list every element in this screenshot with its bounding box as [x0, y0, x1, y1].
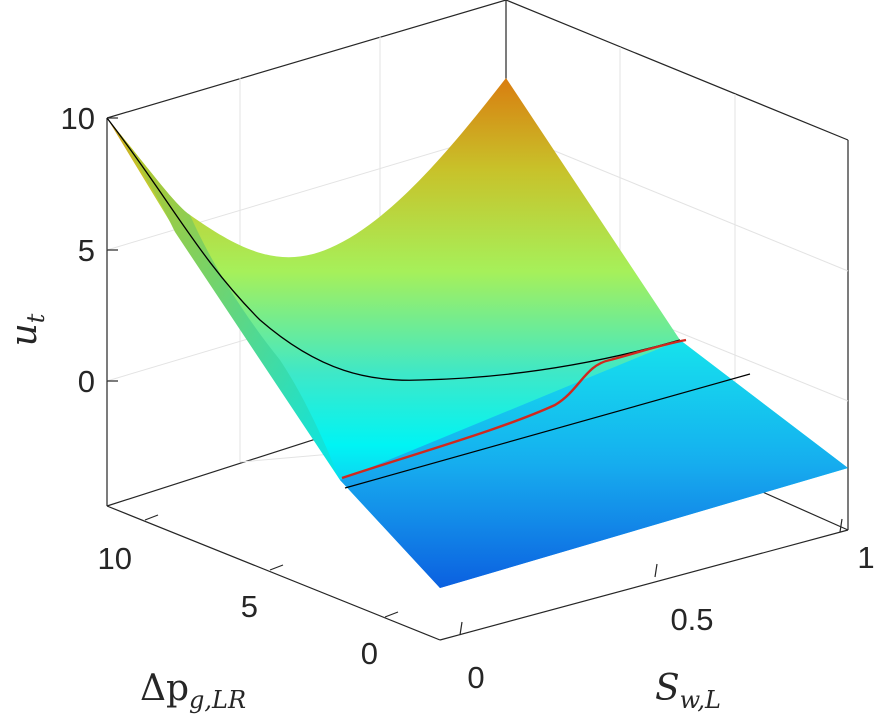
z-tick-label: 5 — [78, 233, 95, 268]
dp-axis-label: Δpg,LR — [140, 668, 246, 714]
surface-left-face — [107, 118, 340, 480]
z-tick-label: 0 — [78, 364, 95, 399]
svg-text:Δpg,LR: Δpg,LR — [140, 668, 246, 714]
curve-black-lower — [344, 373, 751, 489]
dp-tick-label: 10 — [98, 541, 132, 576]
sw-tick-label: 1 — [857, 540, 874, 575]
sw-axis-label: Sw,L — [655, 668, 721, 714]
svg-text:ut: ut — [4, 313, 50, 346]
z-axis-label: ut — [4, 313, 50, 346]
dp-tick-labels: 10 5 0 — [98, 541, 378, 671]
sw-axis-label-sub: w,L — [680, 686, 721, 714]
svg-text:Sw,L: Sw,L — [655, 668, 721, 714]
curve-black-valley — [106, 117, 681, 381]
curve-red — [341, 338, 687, 480]
dp-tick-label: 0 — [361, 636, 378, 671]
sw-tick-label: 0 — [467, 660, 484, 695]
surface-low-region — [340, 340, 848, 588]
sw-tick-labels: 0 0.5 1 — [467, 540, 874, 695]
curves — [106, 117, 751, 489]
sw-axis-label-main: S — [655, 668, 680, 709]
surface — [107, 78, 848, 588]
dp-axis-label-main: Δp — [140, 668, 189, 709]
z-tick-labels: 10 5 0 — [61, 101, 95, 399]
dp-tick-label: 5 — [241, 589, 258, 624]
tick-marks — [107, 117, 843, 636]
z-tick-label: 10 — [61, 101, 95, 136]
front-axes — [106, 505, 849, 641]
dp-axis-label-sub: g,LR — [189, 686, 246, 714]
sw-tick-label: 0.5 — [670, 602, 713, 637]
z-axis-label-sub: t — [22, 313, 50, 323]
z-axis-label-main: u — [4, 323, 45, 346]
